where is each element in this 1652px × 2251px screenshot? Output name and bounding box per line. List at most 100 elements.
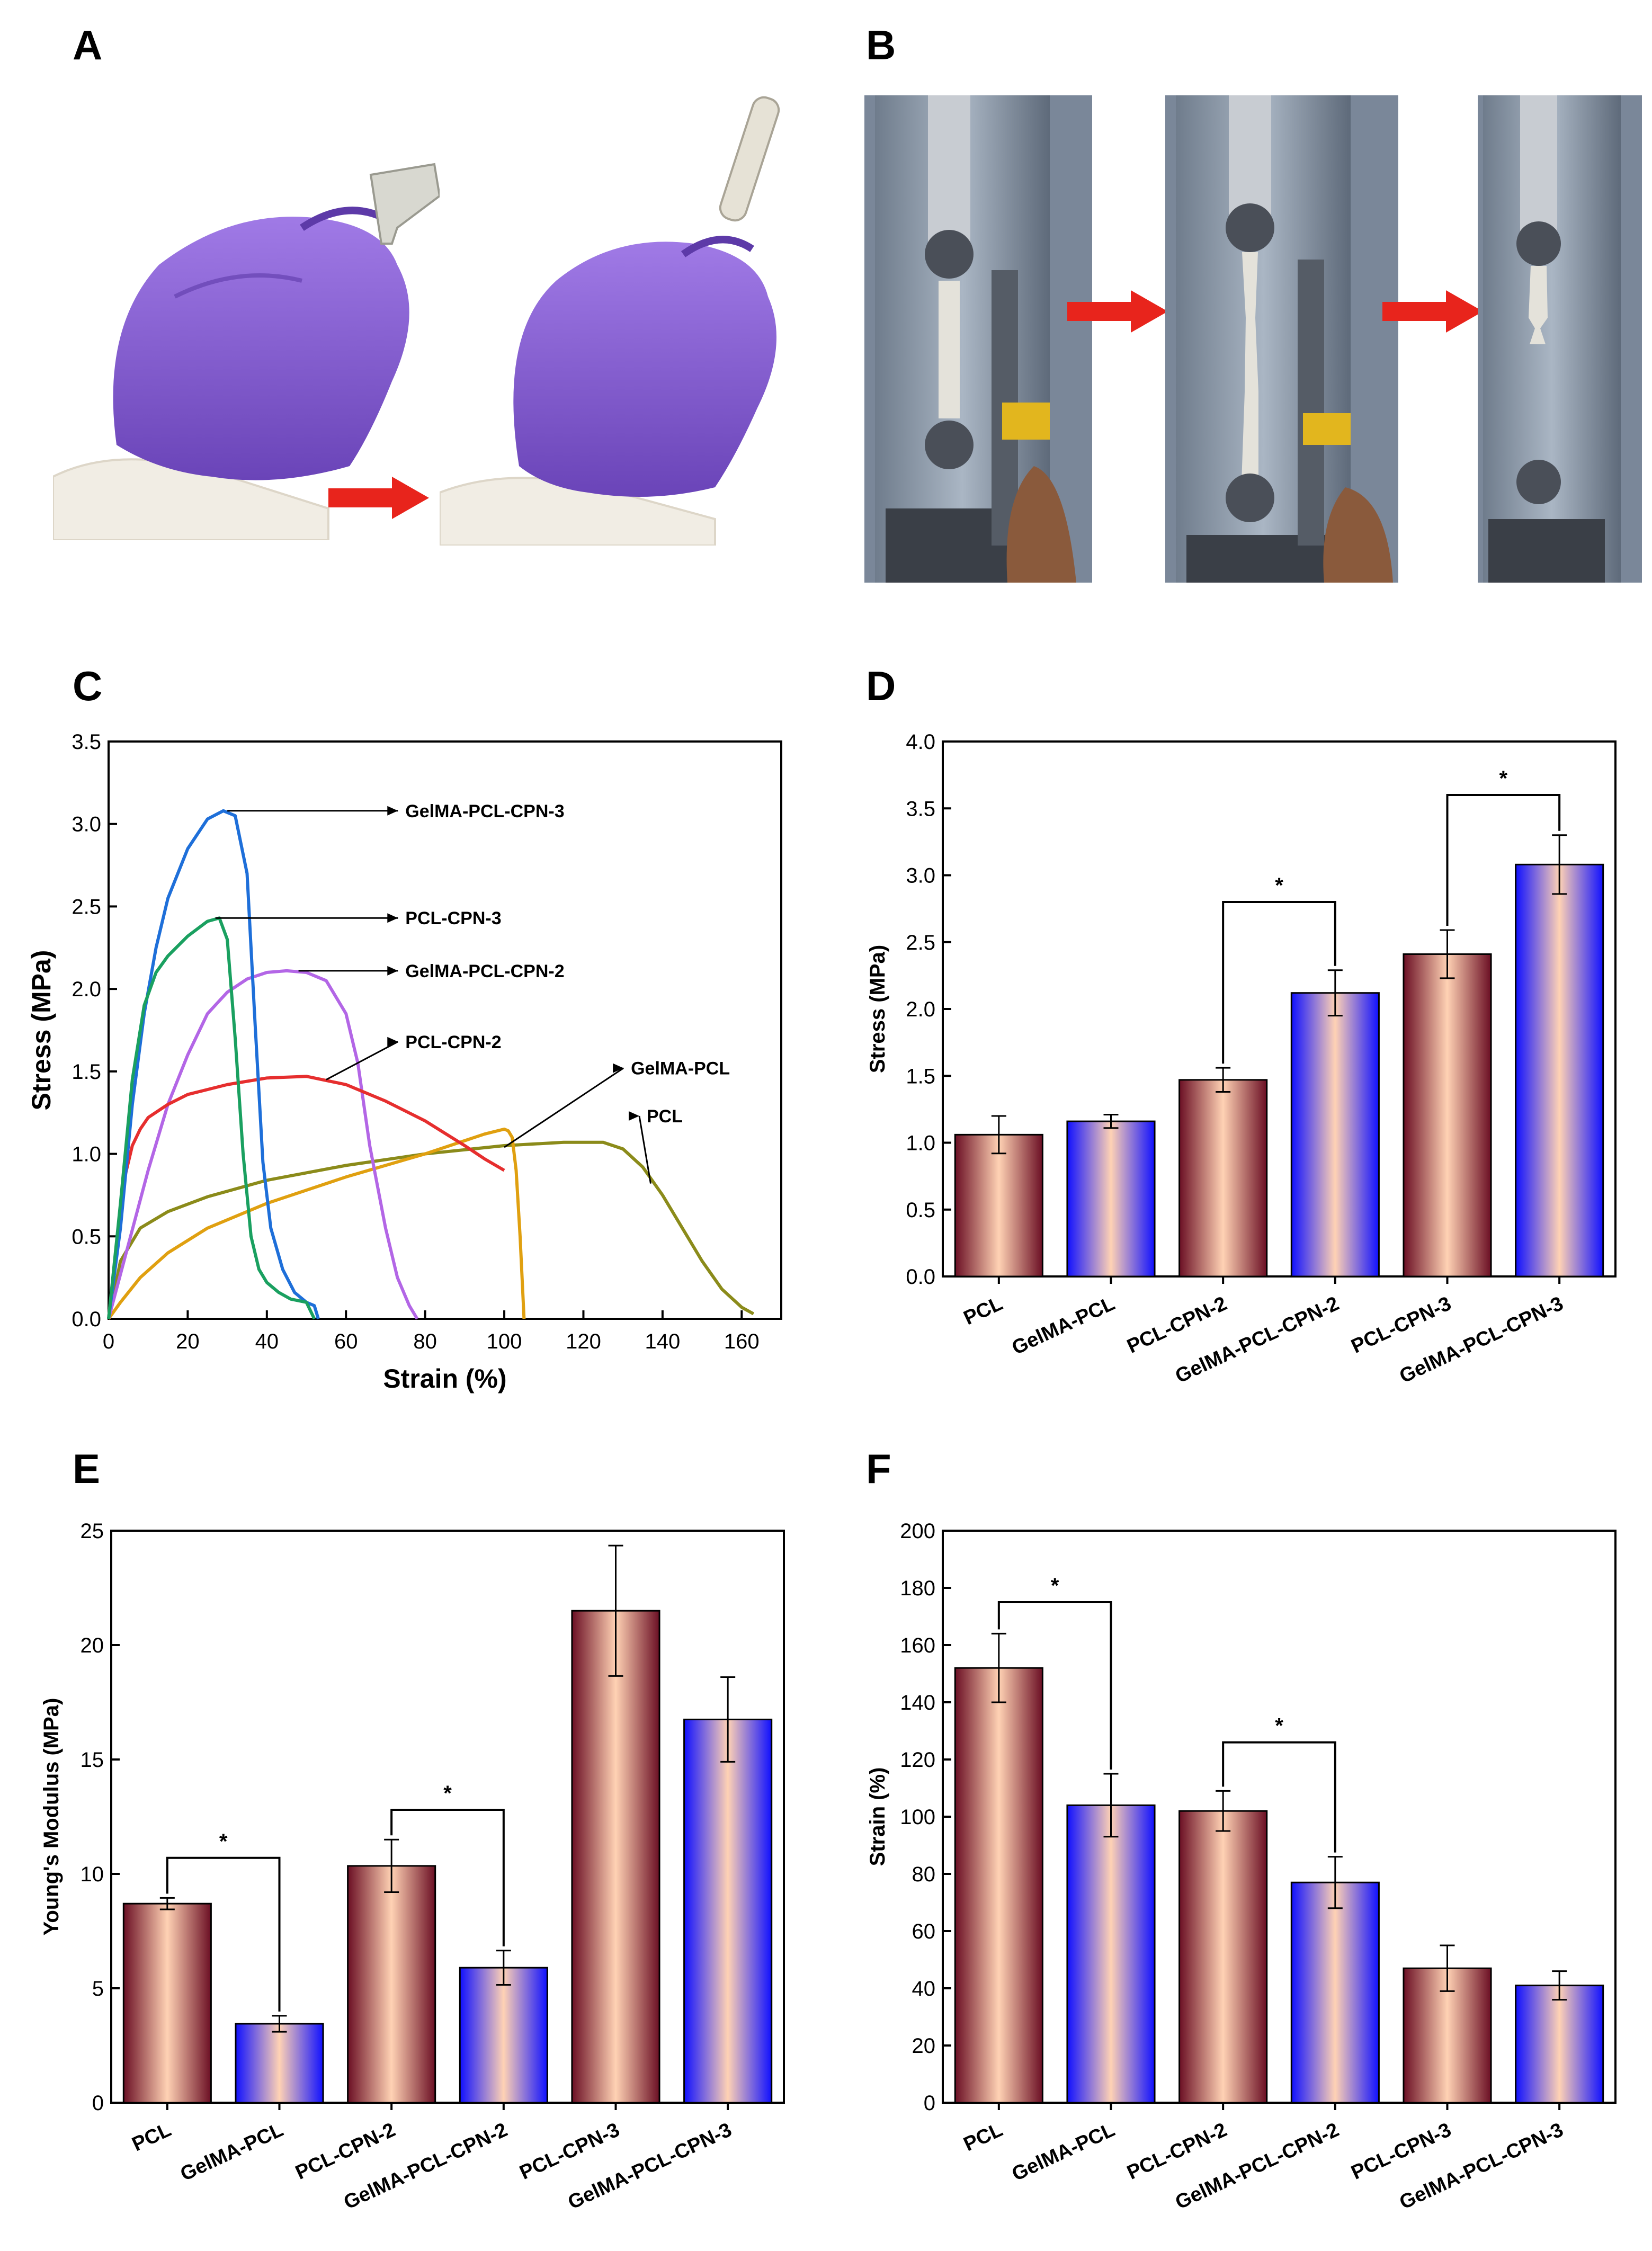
annotation-label: PCL (647, 1106, 683, 1127)
x-tick-label: 160 (724, 1330, 760, 1353)
bar-gelma-pcl-cpn-2 (1290, 992, 1380, 1278)
x-tick-label: 140 (645, 1330, 681, 1353)
significance-bracket (1446, 794, 1561, 926)
y-tick-label: 60 (912, 1920, 936, 1943)
x-tick-label: 20 (176, 1330, 200, 1353)
series-line-gelma-pcl (107, 1127, 526, 1320)
purple-glove-icon (513, 236, 776, 497)
significance-star: * (1051, 1574, 1059, 1597)
annotation-arrowhead (613, 1063, 624, 1073)
significance-bracket (166, 1856, 281, 2012)
x-tick-label: 40 (255, 1330, 279, 1353)
bar-pcl-cpn-2 (1178, 1810, 1268, 2104)
y-tick-label: 4.0 (906, 730, 935, 754)
panel-label-b: B (866, 22, 896, 68)
plot-frame (942, 740, 1617, 1278)
significance-bracket (1222, 901, 1336, 1064)
annotation-arrowhead (387, 1037, 398, 1047)
photo-tester-fractured (1478, 95, 1642, 583)
bar-pcl (954, 1133, 1043, 1278)
bar-pcl-cpn-2 (1178, 1079, 1268, 1278)
y-axis-title: Strain (%) (866, 1767, 889, 1866)
y-tick-label: 160 (900, 1634, 935, 1657)
y-tick-label: 0.0 (906, 1265, 935, 1289)
chart-stress-strain-curves: 0 20 40 60 80 100 120 140 160 0.0 0.5 1.0 1.5 2.0 2.5 3… (26, 730, 782, 1394)
caliper-icon (1298, 260, 1324, 546)
y-tick-label: 5 (92, 1977, 104, 2000)
annotation-label: PCL-CPN-3 (405, 908, 501, 928)
plot-frame (942, 1530, 1617, 2104)
annotation-arrowhead (387, 966, 398, 976)
y-tick-label: 1.0 (906, 1132, 935, 1155)
red-right-arrow-icon (1382, 290, 1483, 335)
bar-pcl (122, 1902, 212, 2104)
annotation-arrowhead (387, 806, 398, 816)
y-tick-label: 0.5 (906, 1199, 935, 1222)
y-tick-label: 3.5 (72, 730, 101, 754)
significance-star: * (443, 1782, 452, 1805)
category-label: PCL (960, 2119, 1006, 2156)
category-label: PCL (960, 1292, 1006, 1329)
bar-gelma-pcl (235, 2023, 324, 2104)
x-tick-label: 100 (487, 1330, 522, 1353)
bar-pcl-cpn-3 (1403, 953, 1492, 1278)
chart-stress-bar: 0.0 0.5 1.0 1.5 2.0 2.5 3.0 3.5 4.0 Stress (MPa) P… (866, 730, 1617, 1388)
x-axis-title: Strain (%) (383, 1364, 506, 1394)
bar-pcl-cpn-2 (347, 1865, 436, 2104)
y-axis-title: Stress (MPa) (866, 945, 889, 1073)
bar-pcl-cpn-3 (571, 1610, 660, 2104)
y-tick-label: 25 (81, 1520, 104, 1543)
significance-star: * (1499, 767, 1508, 790)
y-tick-label: 120 (900, 1748, 935, 1772)
y-tick-label: 1.5 (906, 1065, 935, 1088)
bar-gelma-pcl-cpn-3 (683, 1718, 773, 2104)
y-tick-label: 2.5 (906, 931, 935, 954)
y-tick-label: 2.0 (72, 978, 101, 1001)
series-line-pcl-cpn-3 (107, 916, 316, 1320)
y-tick-label: 1.0 (72, 1143, 101, 1166)
annotation-label: GelMA-PCL-CPN-2 (405, 961, 564, 981)
y-tick-label: 80 (912, 1863, 936, 1886)
bar-gelma-pcl-cpn-2 (459, 1967, 548, 2104)
annotation-arrow (638, 1115, 651, 1184)
y-tick-label: 0.5 (72, 1225, 101, 1248)
panel-label-f: F (866, 1445, 891, 1492)
scaffold-film (369, 163, 441, 245)
annotation-label: GelMA-PCL (631, 1059, 730, 1079)
x-tick-label: 60 (334, 1330, 358, 1353)
photo-tester-stretching (1165, 95, 1398, 583)
y-tick-label: 0.0 (72, 1308, 101, 1331)
rolled-scaffold-tube (719, 96, 780, 222)
y-tick-label: 100 (900, 1806, 935, 1829)
series-line-pcl-cpn-2 (107, 1075, 505, 1319)
plot-frame (110, 1530, 785, 2104)
annotation-arrowhead (629, 1111, 639, 1121)
y-tick-label: 20 (81, 1634, 104, 1657)
significance-star: * (1275, 874, 1283, 897)
y-tick-label: 140 (900, 1691, 935, 1714)
y-tick-label: 3.5 (906, 797, 935, 820)
y-tick-label: 2.0 (906, 998, 935, 1021)
category-label: GelMA-PCL (177, 2119, 287, 2185)
photo-tester-start (864, 95, 1092, 583)
bar-gelma-pcl (1066, 1804, 1156, 2104)
chart-strain-bar: 0 20 40 60 80 100 120 140 160 180 200 Strain (%) PCL… (866, 1520, 1617, 2214)
panel-label-e: E (73, 1445, 101, 1492)
y-tick-label: 2.5 (72, 895, 101, 918)
annotation-arrow (504, 1067, 624, 1148)
category-label: GelMA-PCL (1008, 1292, 1118, 1359)
bar-gelma-pcl-cpn-2 (1290, 1881, 1380, 2104)
y-tick-label: 1.5 (72, 1060, 101, 1084)
y-tick-label: 15 (81, 1748, 104, 1772)
chart-youngs-modulus-bar: 0 5 10 15 20 25 Young's Modulus (MPa) PCL GelMA-… (40, 1520, 785, 2214)
y-tick-label: 200 (900, 1520, 935, 1543)
series-line-pcl (107, 1140, 755, 1319)
annotation-arrowhead (387, 913, 398, 923)
category-label: GelMA-PCL (1008, 2119, 1118, 2185)
red-right-arrow-icon (328, 477, 429, 522)
significance-bracket (997, 1601, 1112, 1770)
significance-bracket (390, 1809, 505, 1946)
bar-gelma-pcl-cpn-3 (1515, 1985, 1604, 2104)
bar-gelma-pcl (1066, 1120, 1156, 1278)
significance-star: * (219, 1830, 228, 1853)
